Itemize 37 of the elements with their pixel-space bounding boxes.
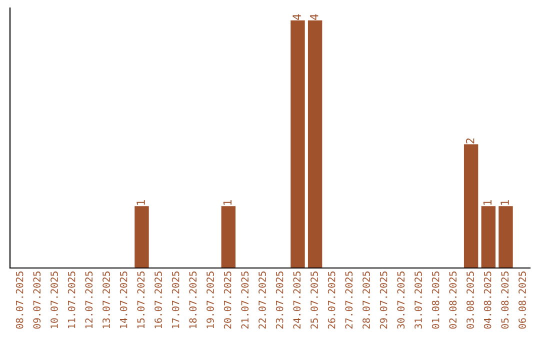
data-label: 2 (466, 138, 474, 144)
x-tick-label: 22.07.2025 (258, 272, 266, 329)
x-tick-label: 08.07.2025 (16, 272, 24, 329)
x-tick-label: 20.07.2025 (224, 272, 232, 329)
x-tick-label: 28.07.2025 (362, 272, 370, 329)
x-tick-label: 18.07.2025 (189, 272, 197, 328)
x-tick-label: 16.07.2025 (154, 272, 162, 328)
data-label: 4 (310, 14, 318, 20)
x-tick-label: 30.07.2025 (397, 272, 405, 329)
x-tick-label: 10.07.2025 (50, 272, 58, 328)
x-tick-label: 13.07.2025 (102, 272, 110, 328)
x-tick-label: 19.07.2025 (206, 272, 214, 328)
x-tick-label: 23.07.2025 (276, 272, 284, 329)
x-tick-label: 15.07.2025 (137, 272, 145, 328)
x-tick-label: 27.07.2025 (345, 272, 353, 329)
x-tick-label: 31.07.2025 (414, 272, 422, 329)
x-tick-label: 29.07.2025 (380, 272, 388, 329)
data-label: 1 (500, 200, 509, 205)
x-tick-label: 21.07.2025 (241, 272, 249, 329)
data-label: 1 (483, 200, 492, 205)
x-tick-label: 11.07.2025 (68, 272, 76, 328)
x-tick-label: 26.07.2025 (328, 272, 336, 329)
data-label: 1 (223, 200, 232, 205)
x-tick-label: 14.07.2025 (120, 272, 128, 328)
x-tick-label: 03.08.2025 (466, 272, 474, 329)
x-tick-label: 02.08.2025 (449, 272, 457, 329)
x-tick-label: 04.08.2025 (484, 272, 492, 329)
x-tick-label: 01.08.2025 (432, 272, 440, 329)
data-label: 1 (136, 200, 145, 205)
data-label: 4 (292, 14, 301, 20)
x-tick-label: 24.07.2025 (293, 272, 301, 329)
x-tick-label: 25.07.2025 (310, 272, 318, 329)
x-tick-label: 17.07.2025 (172, 272, 180, 328)
x-tick-label: 12.07.2025 (85, 272, 93, 328)
x-tick-label: 05.08.2025 (501, 272, 509, 329)
x-tick-label: 09.07.2025 (33, 272, 41, 329)
x-tick-label: 06.08.2025 (518, 272, 526, 329)
